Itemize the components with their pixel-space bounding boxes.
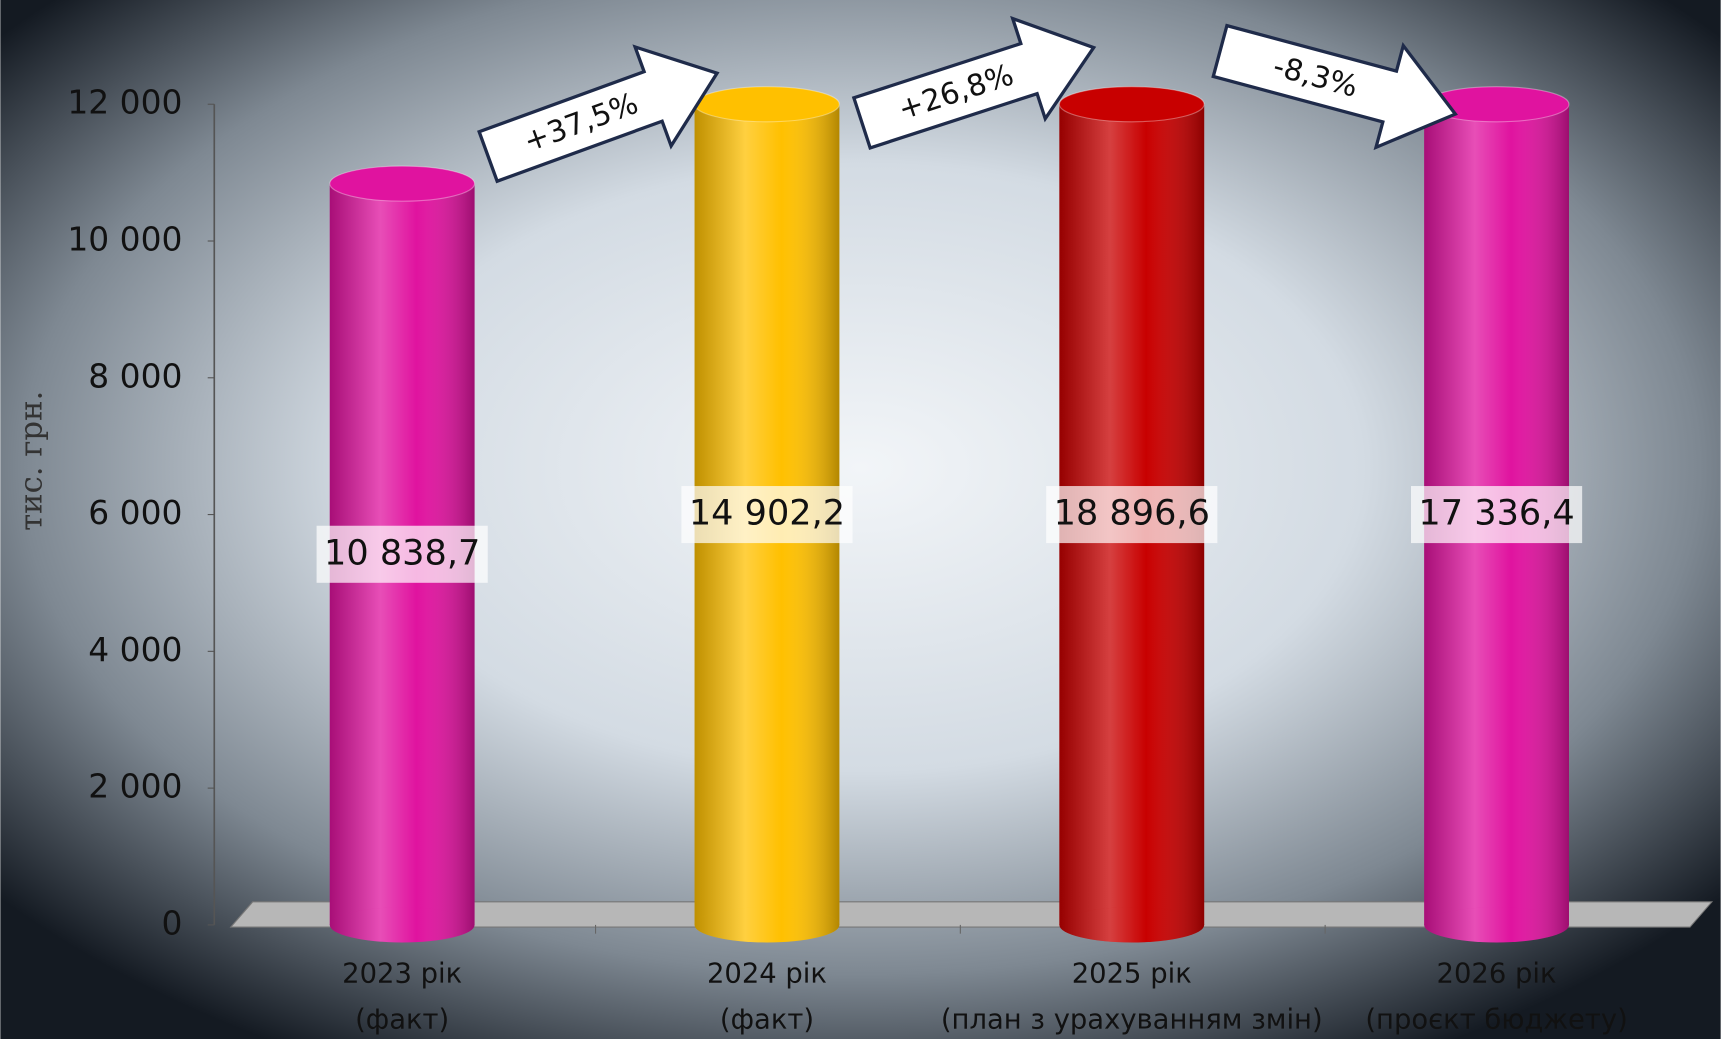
x-tick-label-line: 2024 рік [707, 958, 827, 989]
bar-body [1059, 104, 1205, 925]
bar-body [694, 104, 840, 925]
arrow-shape [1211, 23, 1458, 151]
y-tick-label: 8 000 [88, 356, 182, 395]
x-tick-label-line: (план з урахуванням змін) [941, 1004, 1323, 1035]
value-label-box [1046, 486, 1218, 544]
value-label: 14 902,2 [689, 493, 845, 534]
bar-body [1424, 104, 1569, 925]
bar-group [1423, 86, 1570, 943]
x-tick-label: 2026 рік (проєкт бюджету) [1365, 958, 1627, 1035]
value-label: 10 838,7 [324, 532, 480, 573]
x-tick-label: 2024 рік (факт) [707, 958, 827, 1035]
y-axis-label: тис. грн. [14, 391, 50, 531]
x-tick-label-line: 2025 рік [1072, 958, 1192, 989]
y-tick-label: 6 000 [88, 493, 182, 532]
y-tick-label: 4 000 [88, 630, 182, 669]
bar-shade [694, 104, 840, 925]
bar-bottom-shade [329, 907, 475, 943]
bar-top [1058, 86, 1205, 123]
bar-bottom-shade [1059, 907, 1205, 943]
bar-top [329, 165, 476, 202]
x-tick-label-line: 2023 рік [342, 958, 462, 989]
bar-shade [1424, 104, 1569, 925]
value-label: 18 896,6 [1054, 493, 1210, 534]
value-label: 17 336,4 [1418, 493, 1574, 534]
value-label-box [316, 525, 488, 583]
y-tick-label: 2 000 [88, 767, 182, 806]
x-tick-label-line: (факт) [355, 1004, 449, 1035]
bar-bottom-shade [1424, 907, 1569, 943]
bar-top [694, 86, 840, 123]
x-tick-label: 2025 рік (план з урахуванням змін) [941, 958, 1323, 1035]
value-label-box [1410, 486, 1583, 544]
y-tick-label: 10 000 [67, 220, 182, 259]
arrow-shape [477, 44, 720, 184]
x-tick-label-line: (факт) [720, 1004, 814, 1035]
value-label-box [681, 486, 853, 544]
bar-group [694, 86, 840, 943]
change-arrow: -8,3% [1211, 23, 1458, 151]
x-tick-label-line: (проєкт бюджету) [1365, 1004, 1627, 1035]
bar-group [1058, 86, 1205, 943]
x-tick-label-line: 2026 рік [1437, 958, 1557, 989]
y-tick-label: 12 000 [67, 83, 182, 122]
y-tick-label: 0 [162, 903, 183, 942]
arrow-shape [851, 15, 1097, 150]
bar-shade [1059, 104, 1205, 925]
x-tick-label: 2023 рік (факт) [342, 958, 462, 1035]
bar-bottom-shade [694, 907, 840, 943]
